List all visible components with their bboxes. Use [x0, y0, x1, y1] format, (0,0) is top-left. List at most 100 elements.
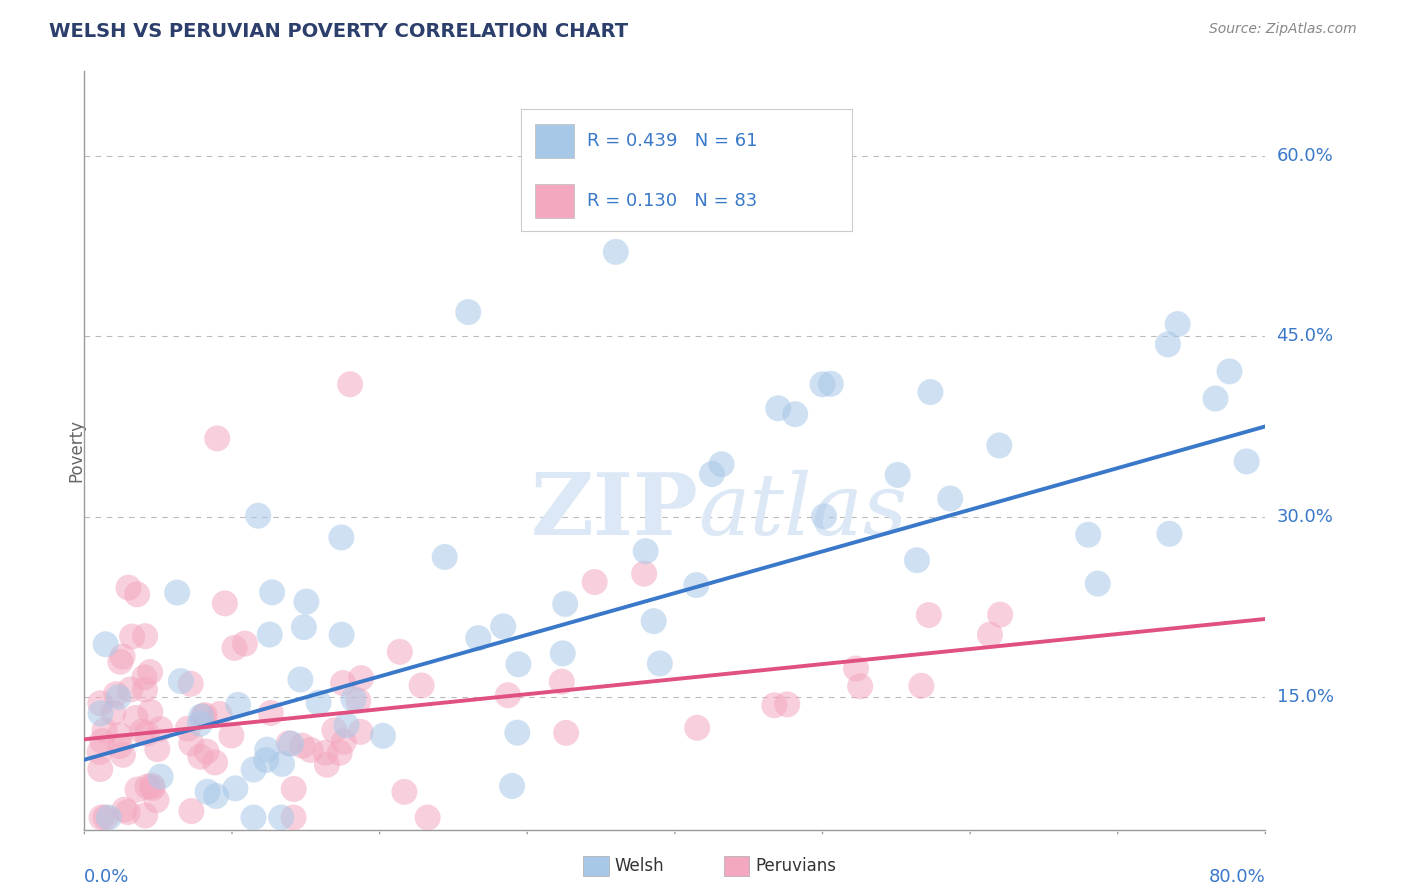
Point — [295, 594, 318, 608]
Point — [190, 749, 212, 764]
Point — [131, 724, 153, 739]
Point — [141, 779, 163, 793]
Point — [139, 665, 162, 679]
Text: WELSH VS PERUVIAN POVERTY CORRELATION CHART: WELSH VS PERUVIAN POVERTY CORRELATION CH… — [49, 22, 628, 41]
Point — [700, 467, 723, 481]
Point — [90, 706, 112, 721]
Point — [146, 742, 169, 756]
Point — [280, 737, 302, 751]
Point — [127, 587, 149, 601]
Text: Welsh: Welsh — [614, 857, 664, 875]
Point — [242, 811, 264, 825]
Point — [170, 674, 193, 689]
Point — [180, 804, 202, 818]
Point — [247, 508, 270, 523]
Point — [433, 549, 456, 564]
Point — [811, 377, 834, 392]
Point — [108, 739, 131, 753]
Point — [224, 640, 246, 655]
Point — [554, 597, 576, 611]
Point — [94, 637, 117, 651]
Point — [259, 627, 281, 641]
Point — [1159, 526, 1181, 541]
Text: atlas: atlas — [699, 470, 908, 552]
Point — [90, 811, 112, 825]
Point — [342, 692, 364, 706]
Point — [1204, 392, 1226, 406]
Point — [643, 614, 665, 628]
Point — [134, 670, 156, 684]
Point — [686, 721, 709, 735]
Point — [329, 746, 352, 760]
Point — [988, 438, 1011, 452]
Point — [104, 687, 127, 701]
Point — [121, 630, 143, 644]
Point — [292, 620, 315, 634]
Point — [332, 676, 354, 690]
Point — [605, 244, 627, 259]
Point — [290, 673, 312, 687]
Point — [633, 566, 655, 581]
Point — [845, 662, 868, 676]
Point — [108, 728, 131, 742]
Point — [194, 708, 217, 723]
Point — [849, 679, 872, 693]
Point — [330, 628, 353, 642]
Point — [242, 763, 264, 777]
Point — [97, 811, 120, 825]
Point — [316, 757, 339, 772]
Point — [224, 781, 246, 796]
Point — [283, 811, 305, 825]
Point — [149, 722, 172, 736]
Point — [506, 725, 529, 739]
Point — [195, 745, 218, 759]
Point — [226, 698, 249, 712]
Point — [207, 432, 229, 446]
Point — [335, 718, 357, 732]
Point — [188, 716, 211, 731]
Point — [1218, 364, 1240, 378]
Point — [685, 578, 707, 592]
Point — [979, 628, 1001, 642]
Point — [1157, 337, 1180, 351]
Point — [193, 709, 215, 723]
Point — [103, 706, 125, 720]
Point — [1167, 317, 1189, 331]
Point — [180, 736, 202, 750]
Point — [142, 780, 165, 795]
Text: ZIP: ZIP — [530, 469, 699, 553]
Point — [111, 649, 134, 664]
Point — [135, 726, 157, 740]
Point — [467, 631, 489, 645]
Text: Peruvians: Peruvians — [755, 857, 837, 875]
Point — [111, 747, 134, 762]
Point — [214, 596, 236, 610]
Point — [988, 607, 1011, 622]
Point — [177, 722, 200, 736]
Point — [905, 553, 928, 567]
Point — [136, 780, 159, 794]
Point — [260, 706, 283, 720]
Point — [190, 709, 212, 723]
Text: 45.0%: 45.0% — [1277, 327, 1334, 345]
Point — [205, 789, 228, 803]
Point — [208, 706, 231, 721]
Point — [149, 770, 172, 784]
Point — [315, 746, 337, 760]
Point — [94, 811, 117, 825]
Point — [634, 544, 657, 558]
Point — [785, 407, 807, 421]
Point — [763, 698, 786, 713]
Point — [1077, 527, 1099, 541]
Point — [308, 696, 330, 710]
Point — [134, 682, 156, 697]
Point — [134, 808, 156, 822]
Point — [89, 745, 111, 759]
Point — [291, 739, 314, 753]
Point — [233, 637, 256, 651]
Point — [918, 607, 941, 622]
Point — [1236, 454, 1258, 468]
Point — [114, 803, 136, 817]
Point — [256, 742, 278, 756]
Point — [710, 457, 733, 471]
